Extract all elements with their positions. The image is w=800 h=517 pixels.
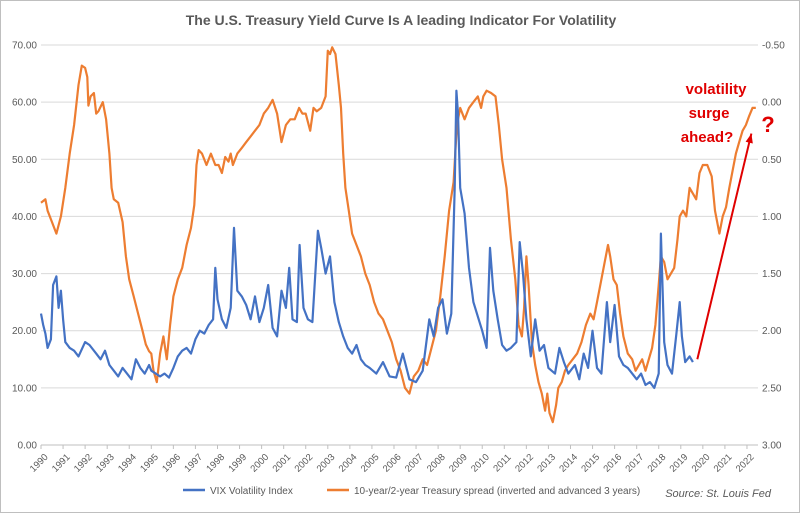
right-tick-label: 0.50 — [762, 155, 782, 166]
x-tick-label: 1994 — [116, 452, 139, 475]
right-tick-label: 2.00 — [762, 326, 782, 337]
right-tick-label: -0.50 — [762, 41, 785, 52]
x-tick-label: 2017 — [624, 452, 647, 475]
x-tick-label: 2022 — [734, 452, 757, 475]
x-tick-label: 2014 — [557, 452, 580, 475]
left-tick-label: 40.00 — [12, 212, 37, 223]
x-tick-label: 1990 — [28, 452, 51, 475]
series-lines — [39, 46, 756, 424]
left-tick-label: 70.00 — [12, 41, 37, 52]
right-tick-label: 3.00 — [762, 441, 782, 452]
annotation-line-2: surge — [689, 105, 730, 122]
right-tick-label: 2.50 — [762, 383, 782, 394]
left-tick-label: 60.00 — [12, 98, 37, 109]
x-tick-label: 1998 — [204, 452, 227, 475]
right-tick-label: 1.50 — [762, 269, 782, 280]
x-tick-label: 2018 — [646, 452, 669, 475]
legend: VIX Volatility Index 10-year/2-year Trea… — [183, 486, 640, 497]
x-tick-label: 2011 — [491, 452, 513, 474]
x-tick-label: 2010 — [469, 452, 492, 475]
x-tick-label: 2003 — [315, 452, 338, 475]
x-tick-label: 2015 — [579, 452, 602, 475]
x-tick-label: 1995 — [138, 452, 161, 475]
left-tick-label: 30.00 — [12, 269, 37, 280]
x-tick-label: 2006 — [381, 452, 404, 475]
x-tick-label: 2009 — [447, 452, 470, 475]
x-axis-ticks: 1990 1991 1992 1993 1994 1995 1996 1997 1998 1999… — [28, 444, 758, 475]
x-tick-label: 1996 — [160, 452, 183, 475]
annotation-arrow — [696, 133, 753, 360]
x-tick-label: 1997 — [182, 452, 205, 475]
left-tick-label: 0.00 — [18, 441, 38, 452]
x-tick-label: 2007 — [403, 452, 426, 475]
left-axis-ticks: 0.00 10.00 20.00 30.00 40.00 50.00 60.00 70.00 — [12, 41, 37, 452]
annotation: volatility surge ahead? ? — [681, 81, 775, 146]
source-note: Source: St. Louis Fed — [665, 488, 772, 500]
annotation-question-mark: ? — [761, 112, 774, 137]
right-tick-label: 1.00 — [762, 212, 782, 223]
x-tick-label: 2013 — [535, 452, 558, 475]
x-tick-label: 2004 — [337, 452, 360, 475]
arrow-head — [745, 133, 753, 144]
series-line-vix — [39, 89, 694, 389]
x-tick-label: 2016 — [601, 452, 624, 475]
x-tick-label: 1992 — [72, 452, 95, 475]
x-tick-label: 2005 — [359, 452, 382, 475]
x-tick-label: 2020 — [690, 452, 713, 475]
legend-label-spread: 10-year/2-year Treasury spread (inverted… — [354, 486, 640, 497]
x-tick-label: 2002 — [293, 452, 316, 475]
x-tick-label: 2012 — [513, 452, 536, 475]
x-tick-label: 2000 — [248, 452, 271, 475]
left-tick-label: 50.00 — [12, 155, 37, 166]
x-tick-label: 1991 — [50, 452, 73, 475]
x-tick-label: 1993 — [94, 452, 117, 475]
gridlines — [41, 44, 758, 446]
right-axis-ticks: -0.50 0.00 0.50 1.00 1.50 2.00 2.50 3.00 — [762, 41, 785, 452]
x-tick-label: 2008 — [425, 452, 448, 475]
x-tick-label: 2019 — [668, 452, 691, 475]
right-tick-label: 0.00 — [762, 98, 782, 109]
left-tick-label: 10.00 — [12, 383, 37, 394]
annotation-line-3: ahead? — [681, 129, 734, 146]
arrow-shaft — [696, 133, 753, 360]
annotation-line-1: volatility — [686, 81, 748, 98]
chart-title: The U.S. Treasury Yield Curve Is A leadi… — [186, 12, 617, 28]
x-tick-label: 2001 — [271, 452, 294, 475]
legend-label-vix: VIX Volatility Index — [210, 486, 293, 497]
x-tick-label: 1999 — [226, 452, 249, 475]
left-tick-label: 20.00 — [12, 326, 37, 337]
x-tick-label: 2021 — [712, 452, 735, 475]
